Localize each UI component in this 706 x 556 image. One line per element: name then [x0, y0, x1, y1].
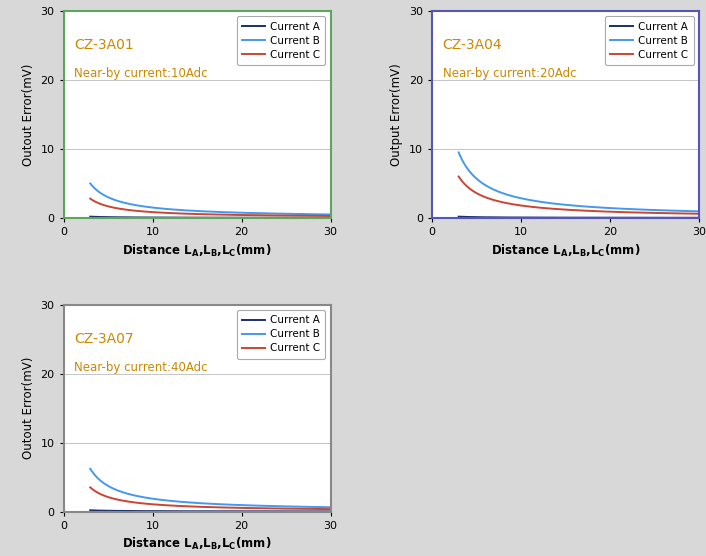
Current A [195, 214, 203, 221]
Current B [326, 211, 335, 218]
Text: Near-by current:20Adc: Near-by current:20Adc [443, 67, 576, 80]
Current C [227, 504, 236, 511]
Current B [326, 504, 335, 510]
Current A [246, 508, 255, 515]
Line: Current B: Current B [90, 469, 330, 507]
Current B [128, 201, 137, 208]
Current C [615, 208, 623, 215]
Current C [267, 505, 275, 512]
Current C [195, 211, 203, 217]
Line: Current C: Current C [90, 198, 330, 216]
Current C [695, 210, 703, 217]
Current A [563, 214, 572, 221]
Line: Current C: Current C [90, 488, 330, 509]
Line: Current A: Current A [90, 217, 330, 218]
Y-axis label: Outout Error(mV): Outout Error(mV) [22, 357, 35, 459]
Current B [86, 180, 95, 187]
Current C [148, 501, 156, 508]
Current A [148, 214, 156, 221]
Current A [695, 215, 703, 221]
Current A [455, 214, 463, 220]
Current C [246, 212, 255, 219]
Current A [86, 507, 95, 514]
Current B [148, 204, 156, 211]
Current A [227, 215, 236, 221]
Current A [326, 508, 335, 515]
Current B [563, 202, 572, 208]
Current B [227, 502, 236, 508]
Current C [516, 202, 525, 208]
Current B [267, 503, 275, 509]
Current B [596, 204, 604, 211]
Current B [246, 210, 255, 216]
Current C [563, 206, 572, 213]
Line: Current C: Current C [459, 177, 699, 214]
Current B [267, 210, 275, 217]
Current C [596, 208, 604, 215]
X-axis label: Distance $\mathregular{L_A}$,$\mathregular{L_B}$,$\mathregular{L_C}$(mm): Distance $\mathregular{L_A}$,$\mathregul… [122, 242, 272, 259]
Text: CZ-3A07: CZ-3A07 [74, 331, 134, 346]
Current C [195, 503, 203, 510]
Text: CZ-3A01: CZ-3A01 [74, 38, 134, 52]
Legend: Current A, Current B, Current C: Current A, Current B, Current C [605, 16, 694, 65]
Line: Current B: Current B [459, 152, 699, 211]
Current B [128, 492, 137, 498]
Current B [497, 189, 505, 196]
Current C [86, 195, 95, 202]
Text: Near-by current:40Adc: Near-by current:40Adc [74, 361, 208, 374]
Current A [246, 215, 255, 221]
Current B [246, 502, 255, 509]
Current B [695, 208, 703, 215]
Current B [148, 495, 156, 502]
Current B [615, 205, 623, 212]
Current C [455, 173, 463, 180]
Current B [195, 208, 203, 215]
Current A [195, 508, 203, 515]
Line: Current A: Current A [90, 510, 330, 512]
X-axis label: Distance $\mathregular{L_A}$,$\mathregular{L_B}$,$\mathregular{L_C}$(mm): Distance $\mathregular{L_A}$,$\mathregul… [491, 242, 640, 259]
Current C [86, 484, 95, 491]
Current B [635, 206, 644, 213]
Current C [246, 505, 255, 512]
Current C [326, 212, 335, 219]
Current B [195, 500, 203, 507]
Current A [497, 214, 505, 221]
Current C [227, 211, 236, 218]
Y-axis label: Outout Error(mV): Outout Error(mV) [22, 63, 35, 166]
Current B [86, 465, 95, 472]
Legend: Current A, Current B, Current C: Current A, Current B, Current C [237, 16, 325, 65]
Current A [128, 508, 137, 514]
Current A [267, 508, 275, 515]
Current B [455, 149, 463, 156]
Current C [497, 198, 505, 205]
Y-axis label: Output Error(mV): Output Error(mV) [390, 63, 403, 166]
Current A [635, 215, 644, 221]
Current C [128, 499, 137, 505]
Legend: Current A, Current B, Current C: Current A, Current B, Current C [237, 310, 325, 359]
Current A [128, 214, 137, 221]
Current A [615, 215, 623, 221]
Line: Current B: Current B [90, 183, 330, 215]
Current C [326, 506, 335, 513]
Current C [635, 209, 644, 216]
Current B [227, 209, 236, 216]
Current A [227, 508, 236, 515]
Current A [596, 215, 604, 221]
Line: Current A: Current A [459, 217, 699, 218]
Current C [267, 212, 275, 219]
X-axis label: Distance $\mathregular{L_A}$,$\mathregular{L_B}$,$\mathregular{L_C}$(mm): Distance $\mathregular{L_A}$,$\mathregul… [122, 536, 272, 552]
Current A [326, 215, 335, 221]
Current A [267, 215, 275, 221]
Current C [148, 208, 156, 215]
Text: Near-by current:10Adc: Near-by current:10Adc [74, 67, 208, 80]
Current A [516, 214, 525, 221]
Current B [516, 195, 525, 201]
Text: CZ-3A04: CZ-3A04 [443, 38, 502, 52]
Current C [128, 207, 137, 214]
Current A [148, 508, 156, 514]
Current A [86, 214, 95, 220]
